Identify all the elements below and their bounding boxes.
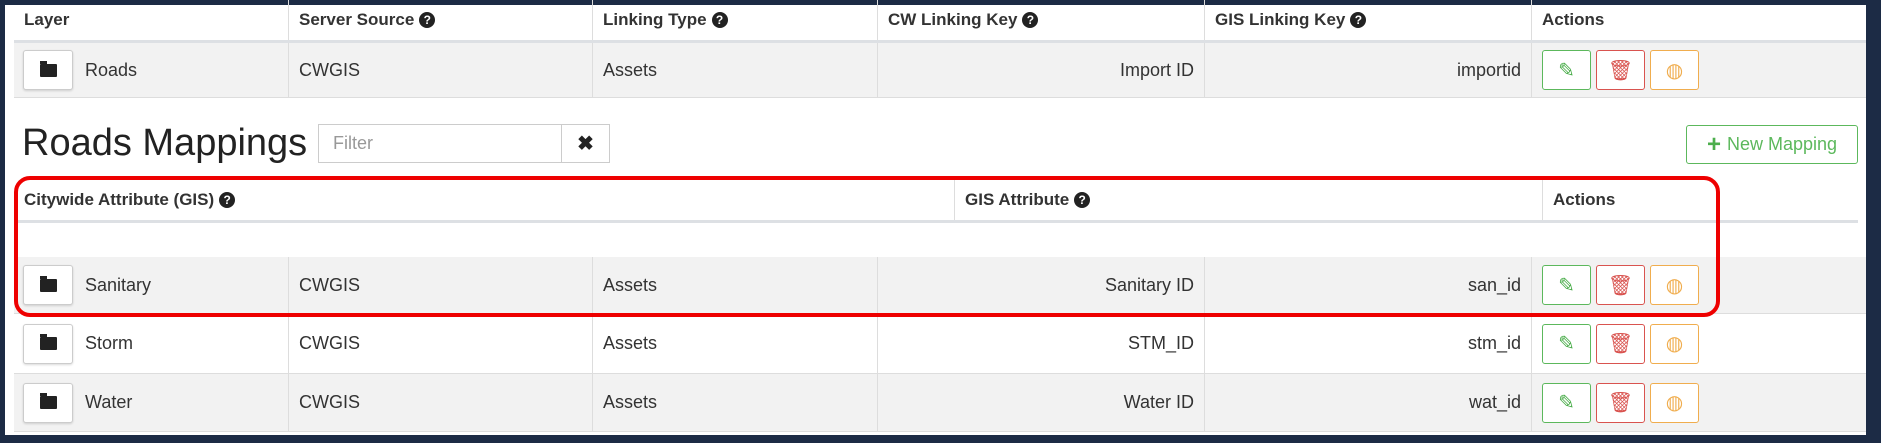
- header-linking-type: Linking Type?: [592, 0, 877, 40]
- pencil-icon: ✎: [1558, 59, 1575, 82]
- header-gis-linking-key: GIS Linking Key?: [1204, 0, 1531, 40]
- help-icon[interactable]: ?: [1022, 12, 1039, 28]
- server-source-cell: CWGIS: [288, 257, 592, 313]
- actions-cell: ✎ 🗑 ◍: [1531, 314, 1866, 373]
- trash-icon: 🗑: [1607, 392, 1634, 414]
- layer-name: Storm: [85, 333, 134, 353]
- globe-icon: ◍: [1665, 59, 1684, 82]
- linking-type-cell: Assets: [592, 374, 877, 431]
- header-layer: Layer: [14, 0, 288, 40]
- globe-icon: ◍: [1665, 274, 1684, 297]
- page-title: Roads Mappings: [22, 122, 308, 164]
- delete-button[interactable]: 🗑: [1596, 50, 1645, 90]
- pencil-icon: ✎: [1558, 333, 1575, 355]
- pencil-icon: ✎: [1558, 392, 1575, 414]
- help-icon[interactable]: ?: [711, 12, 728, 28]
- folder-icon: [39, 334, 57, 350]
- folder-icon: [39, 275, 57, 292]
- layer-row: Sanitary CWGIS Assets Sanitary ID san_id…: [14, 257, 1866, 314]
- edit-button[interactable]: ✎: [1542, 50, 1591, 90]
- layer-cell: Roads: [14, 43, 288, 97]
- header-label: Layer: [24, 10, 70, 29]
- open-layer-button[interactable]: [23, 50, 73, 90]
- cw-linking-key-cell: Water ID: [877, 374, 1204, 431]
- header-label: CW Linking Key: [888, 10, 1018, 29]
- header-label: GIS Linking Key: [1215, 10, 1346, 29]
- help-icon[interactable]: ?: [1074, 192, 1091, 208]
- delete-button[interactable]: 🗑: [1596, 265, 1645, 305]
- layer-cell: Storm: [14, 314, 288, 373]
- layers-table-header: Layer Server Source? Linking Type? CW Linki…: [14, 0, 1866, 43]
- edit-button[interactable]: ✎: [1542, 382, 1591, 423]
- server-source-cell: CWGIS: [288, 314, 592, 373]
- delete-button[interactable]: 🗑: [1596, 382, 1645, 423]
- pencil-icon: ✎: [1558, 274, 1575, 297]
- clear-filter-button[interactable]: ✖: [561, 124, 610, 163]
- layer-row: Water CWGIS Assets Water ID wat_id ✎ 🗑 ◍: [14, 374, 1866, 432]
- filter-input[interactable]: [318, 124, 562, 163]
- edit-button[interactable]: ✎: [1542, 265, 1591, 305]
- globe-icon: ◍: [1665, 333, 1684, 355]
- open-layer-button[interactable]: [23, 265, 73, 305]
- folder-icon: [39, 393, 57, 409]
- gis-linking-key-cell: importid: [1204, 43, 1531, 97]
- globe-icon: ◍: [1665, 392, 1684, 414]
- map-button[interactable]: ◍: [1650, 50, 1699, 90]
- header-actions: Actions: [1531, 0, 1866, 40]
- header-actions: Actions: [1542, 180, 1858, 220]
- layer-name: Roads: [85, 59, 138, 80]
- server-source-cell: CWGIS: [288, 374, 592, 431]
- help-icon[interactable]: ?: [1350, 12, 1367, 28]
- open-layer-button[interactable]: [23, 382, 73, 423]
- actions-cell: ✎ 🗑 ◍: [1531, 43, 1866, 97]
- cw-linking-key-cell: Sanitary ID: [877, 257, 1204, 313]
- help-icon[interactable]: ?: [419, 12, 436, 28]
- gis-linking-key-cell: wat_id: [1204, 374, 1531, 431]
- edit-button[interactable]: ✎: [1542, 323, 1591, 364]
- linking-type-cell: Assets: [592, 257, 877, 313]
- cw-linking-key-cell: STM_ID: [877, 314, 1204, 373]
- new-mapping-label: New Mapping: [1726, 134, 1838, 154]
- header-label: Citywide Attribute (GIS): [24, 190, 215, 209]
- map-button[interactable]: ◍: [1650, 265, 1699, 305]
- layer-row: Storm CWGIS Assets STM_ID stm_id ✎ 🗑 ◍: [14, 314, 1866, 374]
- gis-linking-key-cell: stm_id: [1204, 314, 1531, 373]
- help-icon[interactable]: ?: [219, 192, 236, 208]
- cw-linking-key-cell: Import ID: [877, 43, 1204, 97]
- trash-icon: 🗑: [1607, 59, 1634, 82]
- server-source-cell: CWGIS: [288, 43, 592, 97]
- layer-name: Sanitary: [85, 274, 152, 295]
- layer-cell: Sanitary: [14, 257, 288, 313]
- layer-row: Roads CWGIS Assets Import ID importid ✎ …: [14, 43, 1866, 98]
- delete-button[interactable]: 🗑: [1596, 323, 1645, 364]
- trash-icon: 🗑: [1607, 333, 1634, 355]
- header-label: Actions: [1542, 10, 1605, 29]
- new-mapping-button[interactable]: + New Mapping: [1686, 125, 1858, 164]
- gis-linking-key-cell: san_id: [1204, 257, 1531, 313]
- mappings-table-header: Citywide Attribute (GIS)? GIS Attribute?…: [14, 180, 1858, 223]
- header-label: Linking Type: [603, 10, 707, 29]
- header-label: Server Source: [299, 10, 415, 29]
- linking-type-cell: Assets: [592, 314, 877, 373]
- layer-name: Water: [85, 392, 133, 412]
- actions-cell: ✎ 🗑 ◍: [1531, 257, 1866, 313]
- mappings-empty-row: [14, 223, 1858, 257]
- header-cw-linking-key: CW Linking Key?: [877, 0, 1204, 40]
- open-layer-button[interactable]: [23, 323, 73, 364]
- map-button[interactable]: ◍: [1650, 382, 1699, 423]
- layer-cell: Water: [14, 374, 288, 431]
- linking-type-cell: Assets: [592, 43, 877, 97]
- header-citywide-attribute: Citywide Attribute (GIS)?: [14, 180, 954, 220]
- map-button[interactable]: ◍: [1650, 323, 1699, 364]
- header-server-source: Server Source?: [288, 0, 592, 40]
- plus-icon: +: [1706, 130, 1721, 158]
- folder-icon: [39, 60, 57, 77]
- header-gis-attribute: GIS Attribute?: [954, 180, 1542, 220]
- trash-icon: 🗑: [1607, 274, 1634, 297]
- header-label: GIS Attribute: [965, 190, 1070, 209]
- actions-cell: ✎ 🗑 ◍: [1531, 374, 1866, 431]
